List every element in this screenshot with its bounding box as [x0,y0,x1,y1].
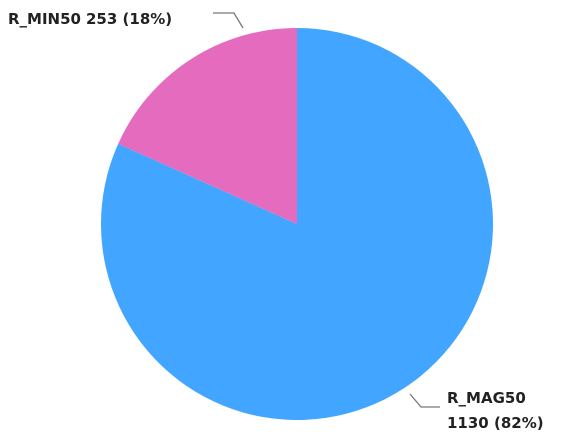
pie [101,28,494,421]
slice-label: R_MAG50 1130 (82%) [447,389,544,432]
pie-slice [118,28,297,224]
slice-name: R_MAG50 [447,389,526,407]
slice-value: 1130 (82%) [447,414,544,432]
leader-line [213,12,244,29]
slice-name: R_MIN50 [8,10,81,28]
leader-line [409,393,440,408]
pie-slice [101,28,494,421]
slice-value: 253 (18%) [86,10,172,28]
slice-label: R_MIN50 253 (18%) [8,10,172,28]
